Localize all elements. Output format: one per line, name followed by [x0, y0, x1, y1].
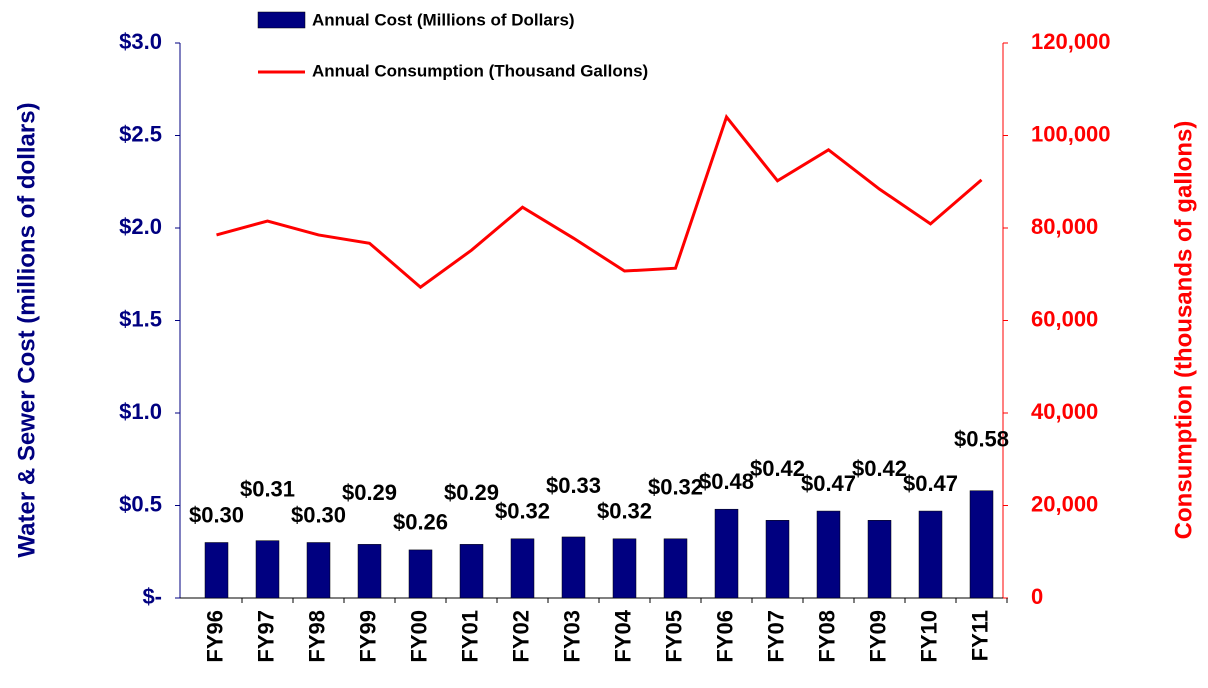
x-tick-label: FY07: [763, 610, 788, 663]
y2-tick-label: 60,000: [1031, 306, 1098, 331]
y2-tick-label: 20,000: [1031, 491, 1098, 516]
bar: [765, 520, 790, 599]
y2-axis-title: Consumption (thousands of gallons): [1170, 121, 1197, 540]
data-label: $0.29: [342, 480, 397, 505]
bar: [969, 490, 994, 599]
x-tick-label: FY09: [865, 610, 890, 663]
bar: [816, 510, 841, 599]
bar: [510, 538, 535, 599]
line: [216, 113, 983, 290]
data-label: $0.30: [189, 502, 244, 527]
x-tick-label: FY08: [814, 610, 839, 663]
data-label: $0.42: [852, 456, 907, 481]
y-tick-label: $2.5: [119, 121, 162, 146]
x-tick-label: FY98: [304, 610, 329, 663]
bar: [408, 549, 433, 599]
data-label: $0.47: [903, 471, 958, 496]
legend-label: Annual Cost (Millions of Dollars): [312, 10, 575, 29]
bar: [612, 538, 637, 599]
x-tick-label: FY02: [508, 610, 533, 663]
x-tick-label: FY06: [712, 610, 737, 663]
y-tick-label: $0.5: [119, 491, 162, 516]
bar: [306, 542, 331, 599]
x-tick-label: FY97: [253, 610, 278, 663]
data-label: $0.58: [954, 427, 1009, 452]
y2-tick-label: 80,000: [1031, 214, 1098, 239]
bar: [918, 510, 943, 599]
y-axis-title: Water & Sewer Cost (millions of dollars): [13, 102, 40, 557]
data-label: $0.31: [240, 476, 295, 501]
y2-tick-label: 0: [1031, 584, 1043, 609]
y2-tick-label: 40,000: [1031, 399, 1098, 424]
data-label: $0.48: [699, 469, 754, 494]
bar: [867, 520, 892, 599]
data-label: $0.42: [750, 456, 805, 481]
legend-swatch: [257, 11, 306, 29]
x-tick-label: FY04: [610, 609, 635, 662]
x-tick-label: FY01: [457, 610, 482, 663]
x-tick-label: FY10: [916, 610, 941, 663]
bar: [459, 544, 484, 599]
data-label: $0.26: [393, 510, 448, 535]
y2-tick-label: 100,000: [1031, 121, 1111, 146]
y-tick-label: $2.0: [119, 214, 162, 239]
data-label: $0.32: [597, 499, 652, 524]
x-tick-label: FY11: [967, 610, 992, 661]
bar: [204, 542, 229, 599]
x-tick-label: FY99: [355, 610, 380, 663]
data-label: $0.32: [648, 475, 703, 500]
y2-tick-label: 120,000: [1031, 29, 1111, 54]
data-label: $0.47: [801, 471, 856, 496]
data-label: $0.32: [495, 499, 550, 524]
bar: [714, 508, 739, 599]
x-tick-label: FY05: [661, 610, 686, 663]
y-tick-label: $-: [142, 584, 162, 609]
bar: [561, 536, 586, 599]
bar: [255, 540, 280, 599]
y-tick-label: $1.0: [119, 399, 162, 424]
x-tick-label: FY00: [406, 610, 431, 663]
data-label: $0.33: [546, 473, 601, 498]
y-tick-label: $3.0: [119, 29, 162, 54]
bar: [357, 544, 382, 599]
legend-label: Annual Consumption (Thousand Gallons): [312, 61, 648, 80]
x-tick-label: FY03: [559, 610, 584, 663]
y-tick-label: $1.5: [119, 306, 162, 331]
data-label: $0.29: [444, 480, 499, 505]
x-tick-label: FY96: [202, 610, 227, 663]
data-label: $0.30: [291, 502, 346, 527]
bar: [663, 538, 688, 599]
